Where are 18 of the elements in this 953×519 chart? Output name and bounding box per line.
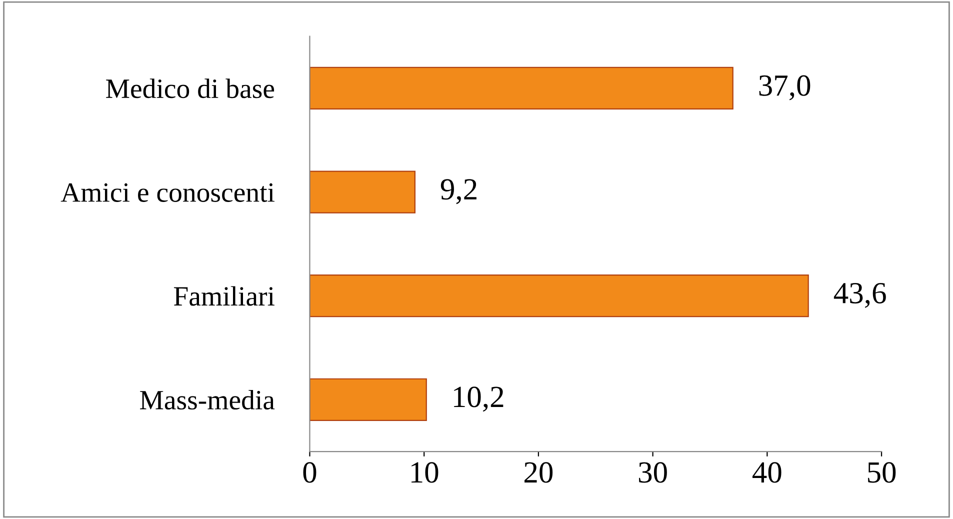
bar (310, 274, 809, 318)
x-tick-label: 30 (638, 462, 667, 483)
data-label: 37,0 (759, 75, 810, 100)
y-tick-label: Medico di base (106, 78, 274, 98)
y-tick-label: Mass-media (140, 390, 275, 410)
x-tick-label: 20 (524, 462, 553, 483)
data-label: 10,2 (454, 386, 504, 412)
y-tick-label: Amici e conoscenti (60, 183, 274, 202)
bar (310, 378, 427, 421)
x-tick-label: 0 (303, 462, 316, 483)
data-label: 9,2 (440, 179, 476, 204)
y-tick-label: Familiari (174, 286, 274, 306)
x-tick-label: 10 (411, 462, 438, 483)
x-tick-label: 50 (868, 462, 896, 483)
bar (310, 66, 734, 110)
data-label: 43,6 (834, 282, 886, 308)
x-tick-label: 40 (752, 462, 782, 483)
bar (310, 170, 416, 214)
